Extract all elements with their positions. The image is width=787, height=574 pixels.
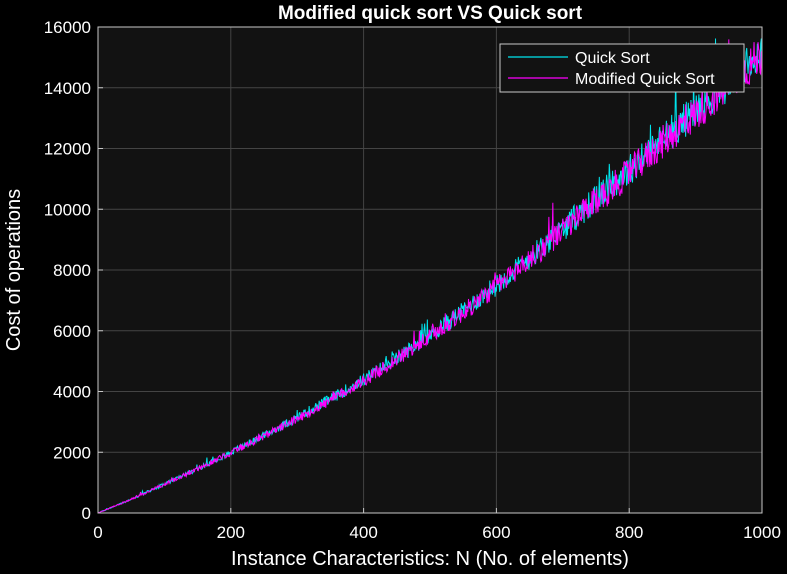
- y-tick-label: 0: [82, 504, 91, 523]
- y-tick-label: 10000: [44, 200, 91, 219]
- y-axis-label: Cost of operations: [3, 189, 25, 351]
- series-modified-quick-sort: [97, 39, 763, 514]
- x-tick-label: 800: [615, 523, 643, 542]
- series-layer: [97, 38, 763, 514]
- y-tick-label: 2000: [53, 443, 91, 462]
- x-tick-label: 600: [482, 523, 510, 542]
- plot-frame: [97, 26, 763, 514]
- legend-label-quick-sort: Quick Sort: [575, 50, 650, 67]
- tick-labels: 0 200 400 600 800 100002000400060008000100001…: [44, 18, 781, 542]
- y-tick-label: 6000: [53, 322, 91, 341]
- x-tick-label: 400: [349, 523, 377, 542]
- x-tick-label: 1000: [743, 523, 781, 542]
- x-tick-label: 200: [217, 523, 245, 542]
- x-axis-label: Instance Characteristics: N (No. of elem…: [231, 548, 629, 570]
- y-tick-label: 14000: [44, 79, 91, 98]
- y-tick-label: 4000: [53, 383, 91, 402]
- y-tick-label: 16000: [44, 18, 91, 37]
- grid: [97, 26, 763, 514]
- legend-box: [499, 43, 745, 93]
- series-quick-sort: [97, 38, 763, 514]
- legend-label-modified-quick-sort: Modified Quick Sort: [575, 71, 715, 88]
- legend: Quick Sort Modified Quick Sort: [499, 43, 745, 93]
- y-tick-label: 12000: [44, 140, 91, 159]
- x-tick-label: 0: [93, 523, 102, 542]
- chart-title: Modified quick sort VS Quick sort: [278, 3, 583, 24]
- y-tick-label: 8000: [53, 261, 91, 280]
